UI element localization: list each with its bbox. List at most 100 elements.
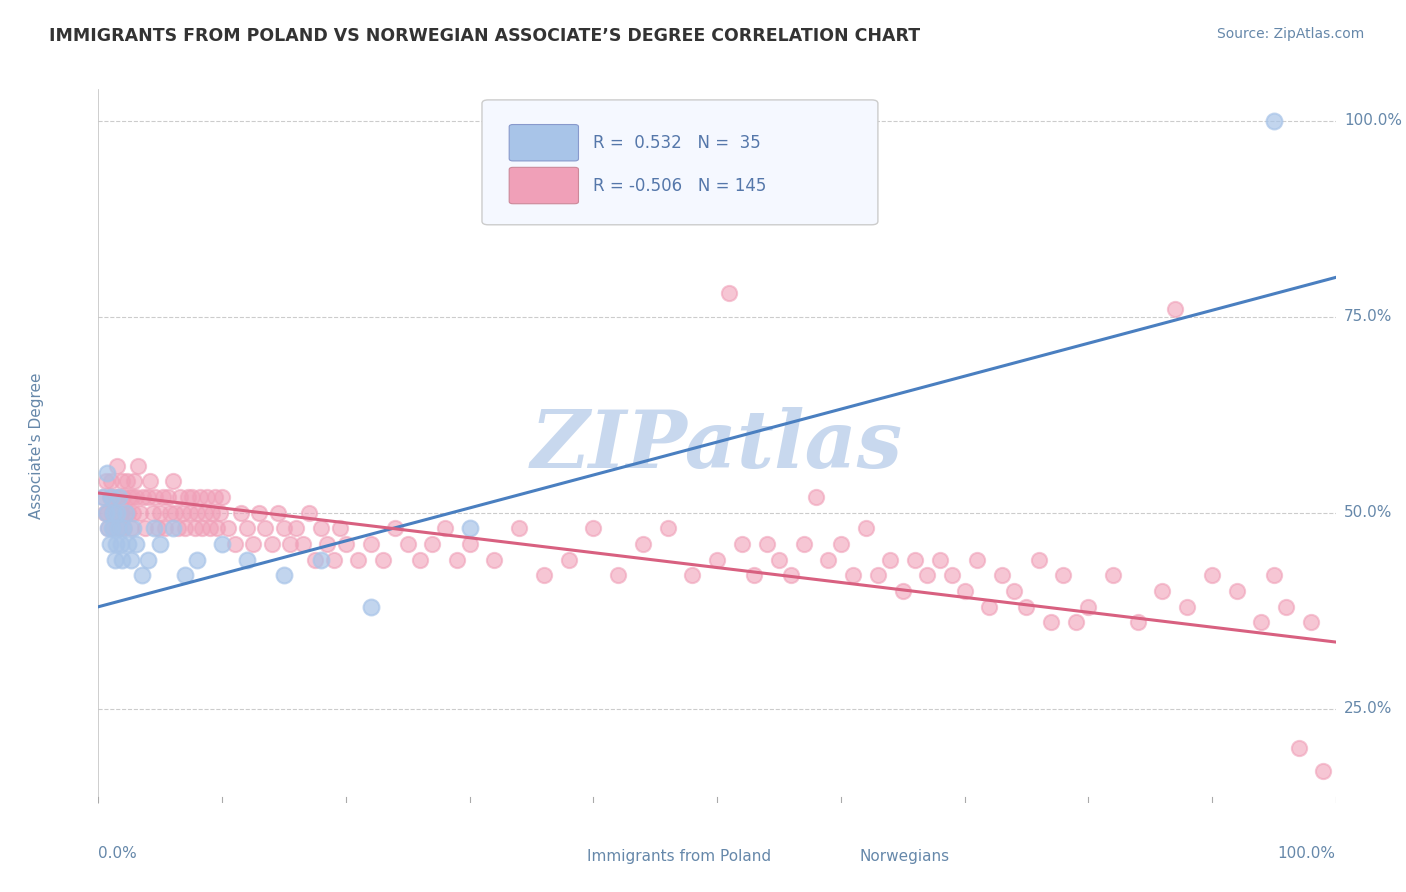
Point bbox=[108, 490, 131, 504]
Point bbox=[111, 552, 134, 566]
Point bbox=[120, 521, 142, 535]
Point bbox=[101, 506, 124, 520]
Point bbox=[120, 552, 142, 566]
Point bbox=[928, 552, 950, 566]
Point bbox=[143, 521, 166, 535]
Point bbox=[1002, 584, 1025, 599]
Point bbox=[149, 537, 172, 551]
Point bbox=[1288, 740, 1310, 755]
Point bbox=[260, 537, 283, 551]
FancyBboxPatch shape bbox=[509, 125, 578, 161]
Point bbox=[103, 552, 125, 566]
Point bbox=[134, 521, 156, 535]
Text: Norwegians: Norwegians bbox=[859, 849, 949, 863]
Point bbox=[1126, 615, 1149, 630]
Point bbox=[111, 475, 134, 489]
FancyBboxPatch shape bbox=[482, 100, 877, 225]
Point bbox=[458, 537, 481, 551]
Point bbox=[681, 568, 703, 582]
Point bbox=[273, 568, 295, 582]
Point bbox=[132, 490, 155, 504]
Point bbox=[101, 521, 124, 535]
Point bbox=[458, 521, 481, 535]
Point bbox=[780, 568, 803, 582]
Point bbox=[1028, 552, 1050, 566]
Point bbox=[384, 521, 406, 535]
Point bbox=[533, 568, 555, 582]
Text: R = -0.506   N = 145: R = -0.506 N = 145 bbox=[593, 177, 766, 194]
Point bbox=[112, 521, 135, 535]
Point bbox=[122, 521, 145, 535]
Point bbox=[304, 552, 326, 566]
Point bbox=[793, 537, 815, 551]
Point bbox=[211, 537, 233, 551]
Point bbox=[631, 537, 654, 551]
Point bbox=[242, 537, 264, 551]
Point bbox=[139, 475, 162, 489]
Point bbox=[94, 475, 117, 489]
Point bbox=[1077, 599, 1099, 614]
Point bbox=[188, 490, 211, 504]
Point bbox=[1299, 615, 1322, 630]
Point bbox=[181, 490, 204, 504]
Point bbox=[229, 506, 252, 520]
Point bbox=[742, 568, 765, 582]
Text: 25.0%: 25.0% bbox=[1344, 701, 1392, 716]
Point bbox=[768, 552, 790, 566]
Point bbox=[904, 552, 927, 566]
Point bbox=[1015, 599, 1038, 614]
Point bbox=[194, 506, 217, 520]
Point bbox=[396, 537, 419, 551]
Point bbox=[107, 490, 129, 504]
Point bbox=[979, 599, 1001, 614]
Point bbox=[309, 552, 332, 566]
Point bbox=[718, 286, 741, 301]
Point bbox=[107, 521, 129, 535]
Point bbox=[159, 506, 181, 520]
Point bbox=[953, 584, 976, 599]
Point bbox=[291, 537, 314, 551]
Point bbox=[162, 521, 184, 535]
Point bbox=[879, 552, 901, 566]
Point bbox=[285, 521, 308, 535]
FancyBboxPatch shape bbox=[801, 846, 849, 867]
Point bbox=[755, 537, 778, 551]
Point bbox=[115, 475, 138, 489]
Point bbox=[103, 490, 125, 504]
Text: 50.0%: 50.0% bbox=[1344, 505, 1392, 520]
Text: 100.0%: 100.0% bbox=[1278, 846, 1336, 861]
Text: 75.0%: 75.0% bbox=[1344, 310, 1392, 324]
Point bbox=[152, 490, 174, 504]
Point bbox=[129, 506, 152, 520]
Point bbox=[316, 537, 339, 551]
Point bbox=[1201, 568, 1223, 582]
Point bbox=[1040, 615, 1063, 630]
Point bbox=[446, 552, 468, 566]
Point bbox=[142, 506, 165, 520]
Point bbox=[267, 506, 290, 520]
Point bbox=[104, 537, 127, 551]
Text: R =  0.532   N =  35: R = 0.532 N = 35 bbox=[593, 134, 761, 152]
Point bbox=[156, 490, 179, 504]
Point bbox=[917, 568, 939, 582]
Point bbox=[371, 552, 394, 566]
Point bbox=[103, 506, 125, 520]
Point bbox=[100, 475, 122, 489]
Point bbox=[990, 568, 1012, 582]
Point bbox=[830, 537, 852, 551]
Text: 100.0%: 100.0% bbox=[1344, 113, 1402, 128]
Point bbox=[1312, 764, 1334, 779]
Point bbox=[1164, 301, 1187, 316]
Point bbox=[855, 521, 877, 535]
Point bbox=[94, 506, 117, 520]
Point bbox=[211, 490, 233, 504]
Point bbox=[114, 506, 136, 520]
Point bbox=[217, 521, 239, 535]
Point bbox=[298, 506, 321, 520]
Point bbox=[607, 568, 630, 582]
Point bbox=[309, 521, 332, 535]
Point bbox=[108, 521, 131, 535]
Point bbox=[273, 521, 295, 535]
Point bbox=[104, 506, 127, 520]
Point bbox=[247, 506, 270, 520]
